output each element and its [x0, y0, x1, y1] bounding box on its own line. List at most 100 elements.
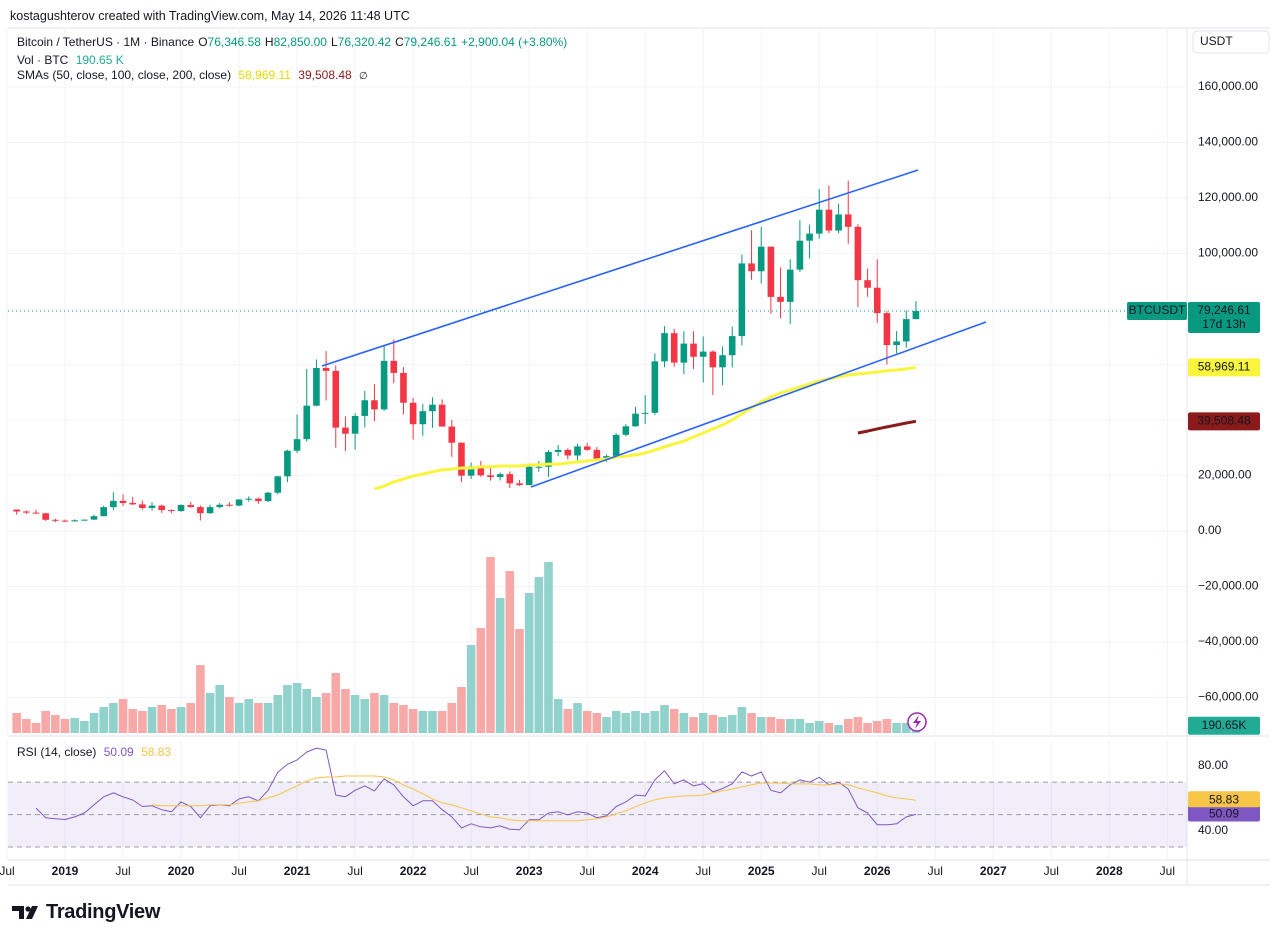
volume-bar	[176, 707, 186, 733]
brand: TradingView	[46, 901, 161, 923]
volume-bar	[22, 719, 31, 733]
rsi-legend: RSI (14, close) 50.09 58.83	[17, 745, 175, 759]
volume-bar	[447, 703, 457, 733]
y-tick-label: −20,000.00	[1198, 579, 1259, 593]
candle-body	[216, 504, 224, 508]
sma-label: 58,969.11	[1198, 359, 1251, 373]
candle-layer	[13, 180, 920, 523]
candle-body	[110, 500, 117, 508]
candle-body	[351, 415, 359, 434]
volume-bar	[476, 628, 486, 733]
y-tick-label: 120,000.00	[1198, 190, 1258, 204]
candle-body	[748, 263, 755, 272]
candle-body	[496, 474, 504, 478]
volume-bar	[234, 703, 244, 733]
volume-bar	[331, 673, 341, 733]
symbol[interactable]: Bitcoin / TetherUS · 1M · Binance	[17, 35, 195, 49]
high-value: 82,850.00	[273, 35, 327, 49]
candle-body	[245, 498, 253, 500]
volume-bar	[495, 598, 505, 733]
volume-bar	[573, 703, 582, 733]
candle-body	[361, 400, 369, 416]
y-tick-label: −60,000.00	[1198, 690, 1259, 704]
candle-body	[564, 449, 572, 456]
rsi-label: 58.83	[1209, 792, 1239, 806]
volume-bar	[31, 723, 41, 733]
volume-bar	[727, 715, 737, 733]
volume-bar	[350, 695, 360, 733]
volume-bar	[834, 725, 843, 733]
candle-body	[709, 351, 717, 368]
candle-body	[864, 280, 871, 288]
volume-bar	[360, 699, 370, 733]
alert-bolt	[913, 715, 921, 729]
sma-200-value: 39,508.48	[298, 68, 352, 82]
candle-body	[448, 426, 456, 443]
sma-title[interactable]: SMAs (50, close, 100, close, 200, close)	[17, 68, 232, 82]
x-tick-label: Jul	[696, 864, 711, 878]
rsi-title[interactable]: RSI (14, close)	[17, 745, 97, 759]
high-label: H	[264, 35, 274, 49]
volume-bar	[843, 719, 853, 733]
volume-bar	[660, 705, 669, 733]
volume-bar	[312, 697, 321, 733]
low-value: 76,320.42	[337, 35, 392, 49]
candle-body	[825, 209, 833, 231]
volume-bar	[321, 693, 331, 733]
volume-bar	[341, 689, 350, 733]
sma-label-box	[1188, 412, 1260, 431]
trend-line[interactable]	[321, 169, 919, 367]
candle-body	[313, 367, 320, 406]
candle-body	[400, 372, 407, 403]
candle-body	[680, 343, 688, 363]
candle-body	[902, 319, 910, 342]
x-tick-label: 2020	[168, 864, 195, 878]
unit-label: USDT	[1200, 34, 1233, 48]
volume-bar	[399, 705, 408, 733]
volume-bar	[718, 717, 727, 733]
volume-bar	[263, 703, 273, 733]
unit-box[interactable]	[1192, 30, 1270, 54]
candle-body	[32, 512, 40, 514]
volume-label-box	[1188, 716, 1260, 735]
candle-body	[332, 370, 340, 428]
volume-bar	[89, 713, 99, 733]
volume-bar	[863, 723, 872, 733]
candle-body	[893, 341, 900, 346]
y-tick-label: 140,000.00	[1198, 135, 1258, 149]
x-tick-label: 2023	[516, 864, 543, 878]
drawings	[321, 169, 987, 732]
volume-bar	[805, 723, 814, 733]
volume-bar	[505, 571, 515, 733]
symbol-box	[1127, 302, 1187, 321]
candle-body	[651, 361, 659, 413]
candle-body	[728, 336, 736, 356]
candle-body	[844, 214, 852, 227]
candle-body	[322, 367, 330, 371]
price-legend: Bitcoin / TetherUS · 1M · Binance O76,346…	[17, 35, 571, 49]
open-value: 76,346.58	[207, 35, 261, 49]
candle-body	[757, 246, 765, 272]
volume-bar	[370, 693, 379, 733]
candle-body	[458, 442, 465, 476]
candle-body	[284, 450, 291, 477]
volume-bar	[853, 717, 863, 733]
candle-body	[264, 492, 272, 502]
volume-title[interactable]: Vol · BTC	[17, 53, 69, 67]
trend-line[interactable]	[530, 321, 987, 488]
candle-body	[61, 520, 69, 522]
sma-50-value: 58,969.11	[238, 68, 291, 82]
volume-bar	[428, 711, 437, 733]
y-tick-label: 160,000.00	[1198, 79, 1258, 93]
volume-bar	[882, 719, 892, 733]
volume-bar	[621, 713, 631, 733]
volume-bar	[147, 707, 157, 733]
volume-bar	[437, 711, 447, 733]
x-tick-label: 2019	[52, 864, 79, 878]
volume-bar	[302, 689, 312, 733]
close-value: 79,246.61	[403, 35, 458, 49]
tradingview-logo	[12, 906, 38, 919]
candle-body	[293, 439, 301, 451]
candle-body	[835, 214, 842, 231]
